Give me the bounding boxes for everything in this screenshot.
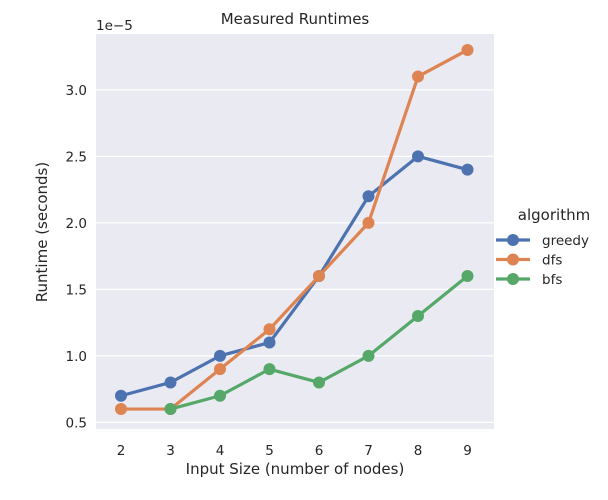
data-point-greedy: [362, 190, 375, 203]
data-point-bfs: [164, 403, 177, 416]
legend-marker-greedy: [507, 234, 519, 246]
data-point-dfs: [214, 363, 226, 376]
data-point-bfs: [412, 309, 424, 322]
x-axis-title: Input Size (number of nodes): [186, 460, 405, 478]
y-offset-label: 1e−5: [96, 18, 133, 34]
data-point-greedy: [412, 150, 424, 163]
legend: algorithm greedy dfs bfs: [496, 206, 590, 288]
plot-area: [96, 34, 494, 429]
data-point-dfs: [461, 43, 474, 56]
x-tick-label: 5: [265, 443, 274, 459]
data-point-bfs: [263, 363, 276, 376]
data-point-dfs: [263, 323, 276, 336]
legend-label-greedy: greedy: [542, 233, 589, 249]
series-line-greedy: [119, 154, 470, 398]
x-tick-label: 6: [315, 443, 324, 459]
series-layer: [115, 43, 474, 416]
x-tick-label: 3: [166, 443, 175, 459]
y-tick-label: 2.5: [66, 149, 87, 165]
data-point-greedy: [461, 163, 474, 176]
data-point-greedy: [263, 336, 276, 349]
grid-layer: [96, 89, 494, 423]
plot-title: Measured Runtimes: [221, 10, 370, 28]
x-tick-label: 2: [117, 443, 126, 459]
legend-marker-bfs: [507, 273, 519, 285]
data-point-bfs: [362, 349, 375, 362]
data-point-greedy: [164, 376, 177, 389]
data-point-dfs: [412, 70, 424, 83]
y-tick-label: 0.5: [66, 415, 87, 431]
legend-label-dfs: dfs: [542, 253, 562, 269]
legend-marker-dfs: [507, 253, 519, 266]
x-tick-label: 8: [414, 443, 423, 459]
data-point-bfs: [214, 389, 226, 402]
x-tick-label: 4: [216, 443, 225, 459]
x-tick-label: 7: [364, 443, 373, 459]
legend-title: algorithm: [518, 206, 590, 224]
data-point-bfs: [313, 376, 325, 389]
data-point-dfs: [362, 216, 375, 229]
legend-label-bfs: bfs: [542, 272, 562, 288]
y-tick-label: 1.0: [66, 349, 87, 365]
data-point-greedy: [115, 389, 127, 402]
x-tick-label: 9: [463, 443, 472, 459]
y-axis-title: Runtime (seconds): [33, 162, 51, 302]
y-tick-label: 3.0: [66, 83, 87, 99]
y-tick-label: 2.0: [66, 216, 87, 232]
data-point-dfs: [313, 270, 325, 283]
data-point-bfs: [461, 270, 474, 283]
data-point-greedy: [214, 349, 226, 362]
tick-layer: 0.5 1.0 1.5 2.0 2.5 3.0 2 3 4 5 6 7 8 9: [66, 83, 472, 459]
y-tick-label: 1.5: [66, 282, 87, 298]
data-point-dfs: [115, 403, 127, 416]
series-line-dfs: [119, 48, 470, 411]
